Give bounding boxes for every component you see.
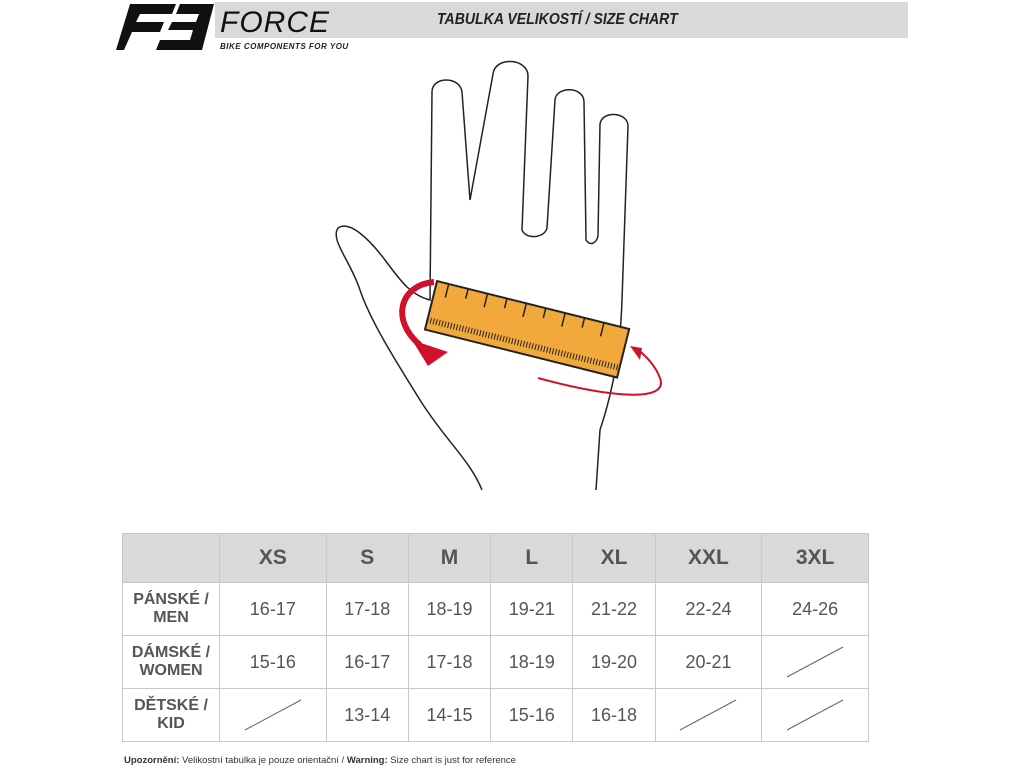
arrow-left-icon xyxy=(399,279,435,348)
brand-name: FORCE xyxy=(220,6,330,39)
cell: 13-14 xyxy=(325,688,409,742)
cell: 19-20 xyxy=(572,635,656,689)
cell: 16-17 xyxy=(219,582,327,636)
cell: 19-21 xyxy=(490,582,574,636)
cell: 24-26 xyxy=(761,582,869,636)
slash-icon xyxy=(786,646,844,678)
cell: 14-15 xyxy=(407,688,492,742)
table-row-women: DÁMSKÉ / WOMEN 15-16 16-17 17-18 18-19 19… xyxy=(122,635,869,689)
slash-icon xyxy=(680,699,737,731)
row-label: DÁMSKÉ / WOMEN xyxy=(122,635,220,689)
cell: 16-18 xyxy=(572,688,656,742)
table-row-kid: DĚTSKÉ / KID 13-14 14-15 15-16 16-18 xyxy=(122,688,869,742)
col-xs: XS xyxy=(219,533,327,583)
slash-icon xyxy=(786,699,844,731)
cell: 18-19 xyxy=(407,582,492,636)
col-l: L xyxy=(490,533,574,583)
cell: 21-22 xyxy=(572,582,656,636)
cell: 20-21 xyxy=(654,635,763,689)
not-available-cell xyxy=(219,688,327,742)
page-title: TABULKA VELIKOSTÍ / SIZE CHART xyxy=(437,11,678,28)
hand-outline xyxy=(335,60,629,491)
col-m: M xyxy=(407,533,492,583)
header-row: XS S M L XL XXL 3XL xyxy=(122,533,869,583)
cell: 17-18 xyxy=(325,582,409,636)
size-chart-table: XS S M L XL XXL 3XL PÁNSKÉ / MEN 16-17 17… xyxy=(122,533,869,742)
col-xl: XL xyxy=(572,533,656,583)
cell: 16-17 xyxy=(325,635,409,689)
cell: 17-18 xyxy=(407,635,492,689)
not-available-cell xyxy=(654,688,763,742)
cell: 22-24 xyxy=(654,582,763,636)
corner-cell xyxy=(122,533,220,583)
footer-warning: Upozornění: Velikostní tabulka je pouze … xyxy=(124,755,516,766)
not-available-cell xyxy=(761,688,869,742)
cell: 15-16 xyxy=(219,635,327,689)
arrow-right-icon xyxy=(537,349,662,396)
slash-icon xyxy=(244,699,302,731)
col-3xl: 3XL xyxy=(761,533,869,583)
force-logo-icon xyxy=(116,4,214,50)
row-label: PÁNSKÉ / MEN xyxy=(122,582,220,636)
not-available-cell xyxy=(761,635,869,689)
cell: 18-19 xyxy=(490,635,574,689)
hand-measurement-illustration xyxy=(335,60,662,491)
table-row-men: PÁNSKÉ / MEN 16-17 17-18 18-19 19-21 21-2… xyxy=(122,582,869,636)
title-bar xyxy=(215,2,908,38)
col-s: S xyxy=(325,533,409,583)
row-label: DĚTSKÉ / KID xyxy=(122,688,220,742)
cell: 15-16 xyxy=(490,688,574,742)
measuring-tape xyxy=(423,279,631,379)
brand-tagline: BIKE COMPONENTS FOR YOU xyxy=(220,42,349,51)
col-xxl: XXL xyxy=(654,533,763,583)
